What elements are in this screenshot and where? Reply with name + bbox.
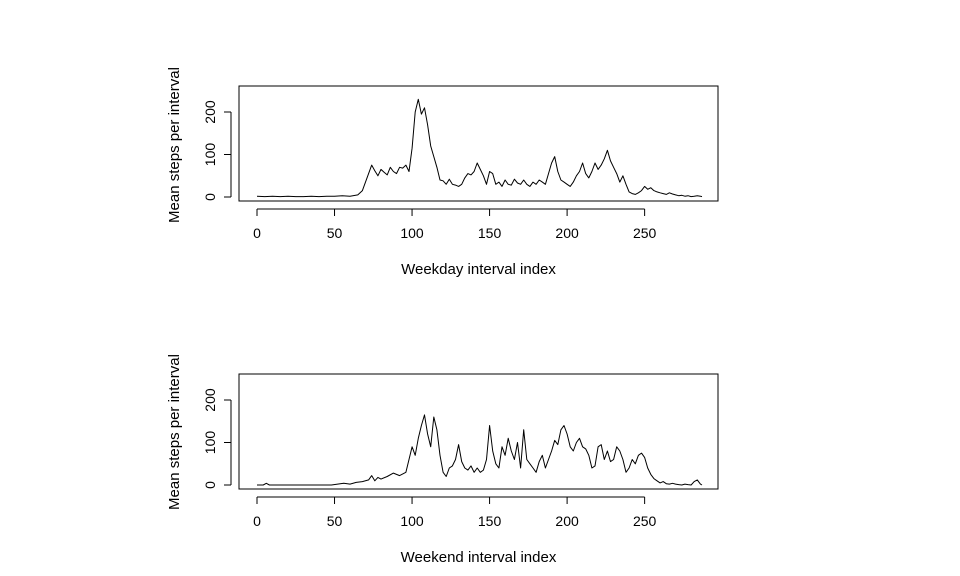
x-tick-label: 50 (327, 513, 343, 529)
plot-frame (238, 85, 719, 202)
y-axis-title: Mean steps per interval (166, 67, 183, 223)
series-line (256, 98, 703, 198)
y-axis-title: Mean steps per interval (166, 354, 183, 510)
y-tick-label: 0 (202, 193, 218, 201)
y-tick-label: 0 (202, 481, 218, 489)
y-tick-label: 200 (202, 388, 218, 412)
weekday-panel: 0 50 100 150 200 250 0 100 200 Weekday interval i… (166, 67, 719, 278)
weekend-panel: 0 50 100 150 200 250 0 100 200 Weekend interval i… (166, 354, 719, 566)
y-tick-label: 100 (202, 431, 218, 455)
x-tick-label: 200 (555, 513, 579, 529)
x-tick-label: 100 (400, 513, 424, 529)
x-tick-label: 50 (327, 225, 343, 241)
y-tick-label: 200 (202, 100, 218, 124)
x-tick-label: 200 (555, 225, 579, 241)
x-tick-label: 150 (478, 513, 502, 529)
x-axis-title: Weekend interval index (401, 549, 557, 566)
x-axis-title: Weekday interval index (401, 261, 556, 278)
x-tick-label: 0 (253, 225, 261, 241)
y-tick-label: 100 (202, 143, 218, 167)
plot-frame (238, 373, 719, 490)
series-line (257, 414, 703, 486)
x-tick-label: 250 (633, 513, 657, 529)
x-tick-label: 250 (633, 225, 657, 241)
x-tick-label: 0 (253, 513, 261, 529)
x-tick-label: 150 (478, 225, 502, 241)
x-tick-label: 100 (400, 225, 424, 241)
